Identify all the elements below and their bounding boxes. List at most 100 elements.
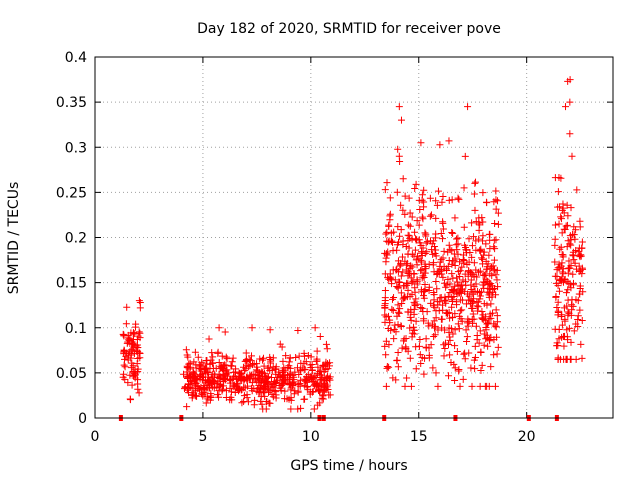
data-point [431,331,439,339]
data-point [551,241,559,249]
data-point [395,103,403,111]
data-point [486,289,494,297]
data-point [483,301,491,309]
data-point [413,261,421,269]
data-point [266,326,274,334]
data-point [475,339,483,347]
data-point [229,383,237,391]
data-point [406,209,414,217]
data-point [563,221,571,229]
data-point [482,240,490,248]
data-point [572,247,580,255]
data-point [279,366,287,374]
data-point [492,187,500,195]
data-point [388,295,396,303]
data-point [297,376,305,384]
data-point [238,399,246,407]
data-point [385,312,393,320]
data-point [562,222,570,230]
data-point [121,355,129,363]
data-point [436,267,444,275]
data-point [574,323,582,331]
data-point [222,367,230,375]
data-point [433,271,441,279]
data-point [434,382,442,390]
data-point [244,398,252,406]
data-point [381,342,389,350]
grid-lines [95,57,613,418]
data-point [465,258,473,266]
data-point [494,197,502,205]
data-point [465,292,473,300]
data-point [123,303,131,311]
data-point [482,326,490,334]
data-point [128,381,136,389]
x-tick-label: 20 [518,429,536,445]
data-point [492,196,500,204]
chart-title: Day 182 of 2020, SRMTID for receiver pov… [197,21,501,37]
data-point [450,286,458,294]
data-point [470,272,478,280]
data-point [576,306,584,314]
data-point [240,377,248,385]
data-point [564,311,572,319]
data-point [453,290,461,298]
data-point [491,382,499,390]
data-point [402,343,410,351]
data-point [437,315,445,323]
data-point [494,343,502,351]
data-point [417,304,425,312]
data-point [260,362,268,370]
data-point [403,279,411,287]
data-point [183,351,191,359]
data-point [257,370,265,378]
data-point [455,367,463,375]
data-point [462,243,470,251]
data-point [557,243,565,251]
data-point [220,362,228,370]
data-point [571,259,579,267]
data-point [441,293,449,301]
data-point [408,213,416,221]
data-point [479,218,487,226]
data-point [569,302,577,310]
y-tick-label: 0.4 [65,50,87,66]
data-point [490,243,498,251]
data-point [577,340,585,348]
data-point [450,250,458,258]
data-point [135,389,143,397]
data-point [443,309,451,317]
data-point [429,321,437,329]
data-point [204,379,212,387]
data-point [455,195,463,203]
data-point [415,255,423,263]
data-point [553,339,561,347]
data-point [420,370,428,378]
data-point [238,369,246,377]
data-point [385,221,393,229]
data-point [577,251,585,259]
data-point [191,374,199,382]
data-point [383,237,391,245]
data-point [403,374,411,382]
data-point [576,223,584,231]
data-point [416,239,424,247]
data-point [471,206,479,214]
data-point [559,270,567,278]
data-point [297,404,305,412]
data-point [381,270,389,278]
data-point [194,353,202,361]
data-point [478,315,486,323]
data-point [407,316,415,324]
data-point [197,365,205,373]
data-point [398,299,406,307]
data-point [411,185,419,193]
data-point [485,315,493,323]
data-point [558,321,566,329]
data-point [398,253,406,261]
data-point [444,293,452,301]
data-point [222,386,230,394]
data-point [389,238,397,246]
data-point [569,281,577,289]
data-point [308,361,316,369]
